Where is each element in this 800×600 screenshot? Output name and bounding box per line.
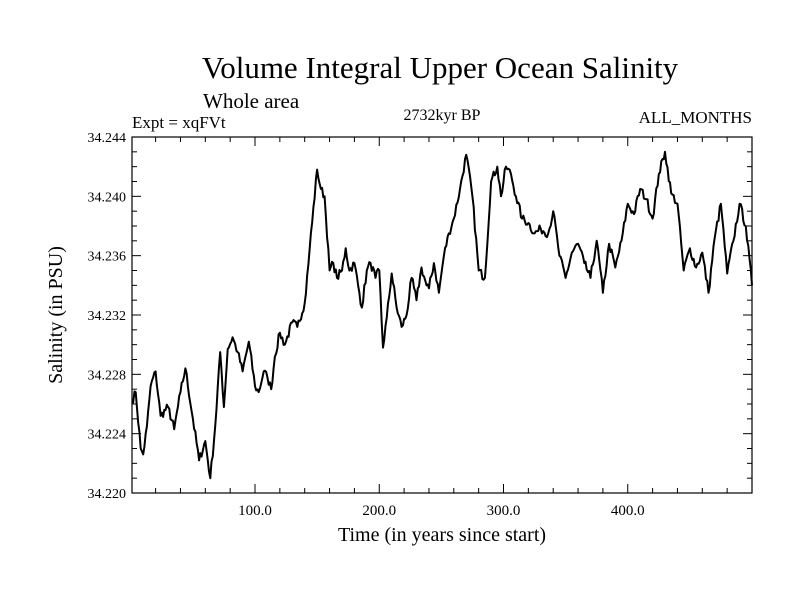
- y-tick-label: 34.228: [88, 368, 127, 383]
- x-tick-label: 200.0: [362, 503, 396, 519]
- y-tick-label: 34.236: [88, 250, 127, 265]
- y-tick-label: 34.244: [88, 131, 127, 146]
- y-tick-label: 34.224: [88, 428, 127, 443]
- experiment-label: Expt = xqFVt: [132, 113, 226, 132]
- x-tick-label: 100.0: [238, 503, 272, 519]
- months-label: ALL_MONTHS: [639, 108, 752, 127]
- y-tick-label: 34.220: [88, 487, 127, 502]
- salinity-series-line: [131, 150, 753, 480]
- x-axis-ticks: 100.0 200.0 300.0 400.0: [155, 137, 728, 519]
- y-axis-ticks: 34.220 34.224 34.228 34.232 34.236 34.240 34.2…: [88, 131, 752, 502]
- chart-title: Volume Integral Upper Ocean Salinity: [202, 50, 679, 85]
- y-tick-label: 34.240: [88, 190, 127, 205]
- y-tick-label: 34.232: [88, 309, 127, 324]
- y-axis-label: Salinity (in PSU): [45, 246, 67, 384]
- x-tick-label: 400.0: [611, 503, 645, 519]
- x-axis-label: Time (in years since start): [338, 524, 546, 546]
- period-label: 2732kyr BP: [404, 107, 481, 124]
- plot-frame: [131, 136, 753, 494]
- chart-subtitle: Whole area: [203, 89, 300, 113]
- x-tick-label: 300.0: [487, 503, 521, 519]
